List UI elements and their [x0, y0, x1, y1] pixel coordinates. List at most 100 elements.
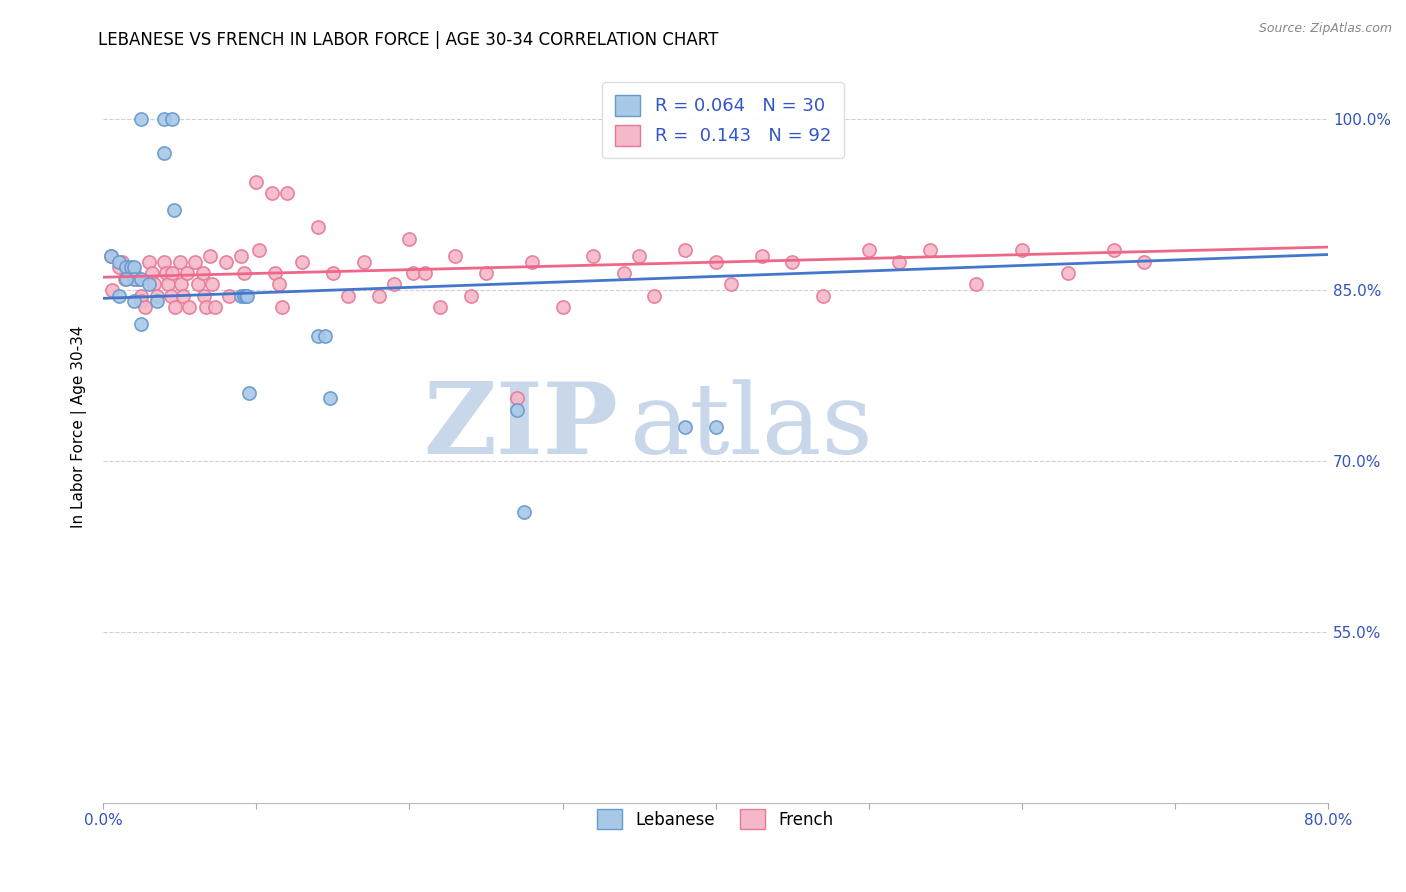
- Point: [165, 300, 187, 314]
- Point: [475, 266, 498, 280]
- Point: [153, 254, 176, 268]
- Point: [107, 254, 129, 268]
- Point: [170, 277, 193, 292]
- Point: [382, 277, 405, 292]
- Point: [131, 294, 153, 309]
- Point: [110, 254, 132, 268]
- Point: [201, 277, 224, 292]
- Point: [122, 266, 145, 280]
- Legend: Lebanese, French: Lebanese, French: [591, 802, 841, 836]
- Point: [131, 289, 153, 303]
- Point: [172, 289, 194, 303]
- Point: [114, 271, 136, 285]
- Point: [141, 266, 163, 280]
- Point: [131, 271, 153, 285]
- Point: [155, 266, 177, 280]
- Point: [276, 186, 298, 201]
- Point: [513, 505, 536, 519]
- Point: [122, 294, 145, 309]
- Text: LEBANESE VS FRENCH IN LABOR FORCE | AGE 30-34 CORRELATION CHART: LEBANESE VS FRENCH IN LABOR FORCE | AGE …: [98, 31, 718, 49]
- Point: [247, 243, 270, 257]
- Point: [100, 249, 122, 263]
- Point: [236, 289, 259, 303]
- Point: [127, 271, 149, 285]
- Point: [233, 289, 256, 303]
- Point: [1102, 243, 1125, 257]
- Point: [413, 266, 436, 280]
- Point: [965, 277, 987, 292]
- Point: [398, 232, 420, 246]
- Point: [858, 243, 880, 257]
- Point: [184, 254, 207, 268]
- Point: [337, 289, 360, 303]
- Point: [177, 300, 200, 314]
- Point: [160, 112, 183, 126]
- Point: [291, 254, 314, 268]
- Point: [229, 249, 252, 263]
- Point: [125, 271, 148, 285]
- Point: [429, 300, 451, 314]
- Point: [520, 254, 543, 268]
- Point: [307, 220, 329, 235]
- Point: [628, 249, 651, 263]
- Point: [131, 112, 153, 126]
- Point: [551, 300, 574, 314]
- Point: [156, 277, 179, 292]
- Point: [444, 249, 467, 263]
- Point: [107, 260, 129, 275]
- Point: [918, 243, 941, 257]
- Point: [1133, 254, 1156, 268]
- Point: [187, 277, 209, 292]
- Point: [704, 254, 727, 268]
- Point: [229, 289, 252, 303]
- Point: [146, 289, 169, 303]
- Point: [673, 243, 696, 257]
- Point: [353, 254, 375, 268]
- Text: ZIP: ZIP: [423, 378, 617, 475]
- Point: [613, 266, 636, 280]
- Point: [107, 289, 129, 303]
- Point: [146, 294, 169, 309]
- Point: [131, 317, 153, 331]
- Point: [176, 266, 198, 280]
- Point: [1011, 243, 1033, 257]
- Point: [100, 249, 122, 263]
- Point: [460, 289, 482, 303]
- Point: [122, 260, 145, 275]
- Point: [643, 289, 665, 303]
- Point: [134, 300, 156, 314]
- Point: [1056, 266, 1078, 280]
- Point: [889, 254, 911, 268]
- Point: [163, 203, 186, 218]
- Point: [191, 266, 214, 280]
- Point: [673, 419, 696, 434]
- Point: [142, 277, 165, 292]
- Point: [780, 254, 803, 268]
- Point: [194, 300, 217, 314]
- Point: [367, 289, 389, 303]
- Point: [271, 300, 294, 314]
- Point: [314, 328, 336, 343]
- Point: [200, 249, 222, 263]
- Point: [138, 254, 160, 268]
- Point: [582, 249, 605, 263]
- Point: [153, 112, 176, 126]
- Point: [215, 254, 238, 268]
- Point: [505, 402, 527, 417]
- Point: [260, 186, 283, 201]
- Y-axis label: In Labor Force | Age 30-34: In Labor Force | Age 30-34: [72, 326, 87, 528]
- Point: [218, 289, 240, 303]
- Point: [751, 249, 773, 263]
- Point: [120, 260, 142, 275]
- Point: [238, 385, 260, 400]
- Point: [269, 277, 291, 292]
- Text: Source: ZipAtlas.com: Source: ZipAtlas.com: [1258, 22, 1392, 36]
- Point: [401, 266, 423, 280]
- Point: [160, 266, 183, 280]
- Point: [263, 266, 285, 280]
- Point: [115, 271, 138, 285]
- Point: [138, 277, 160, 292]
- Point: [122, 271, 145, 285]
- Point: [193, 289, 215, 303]
- Point: [115, 260, 138, 275]
